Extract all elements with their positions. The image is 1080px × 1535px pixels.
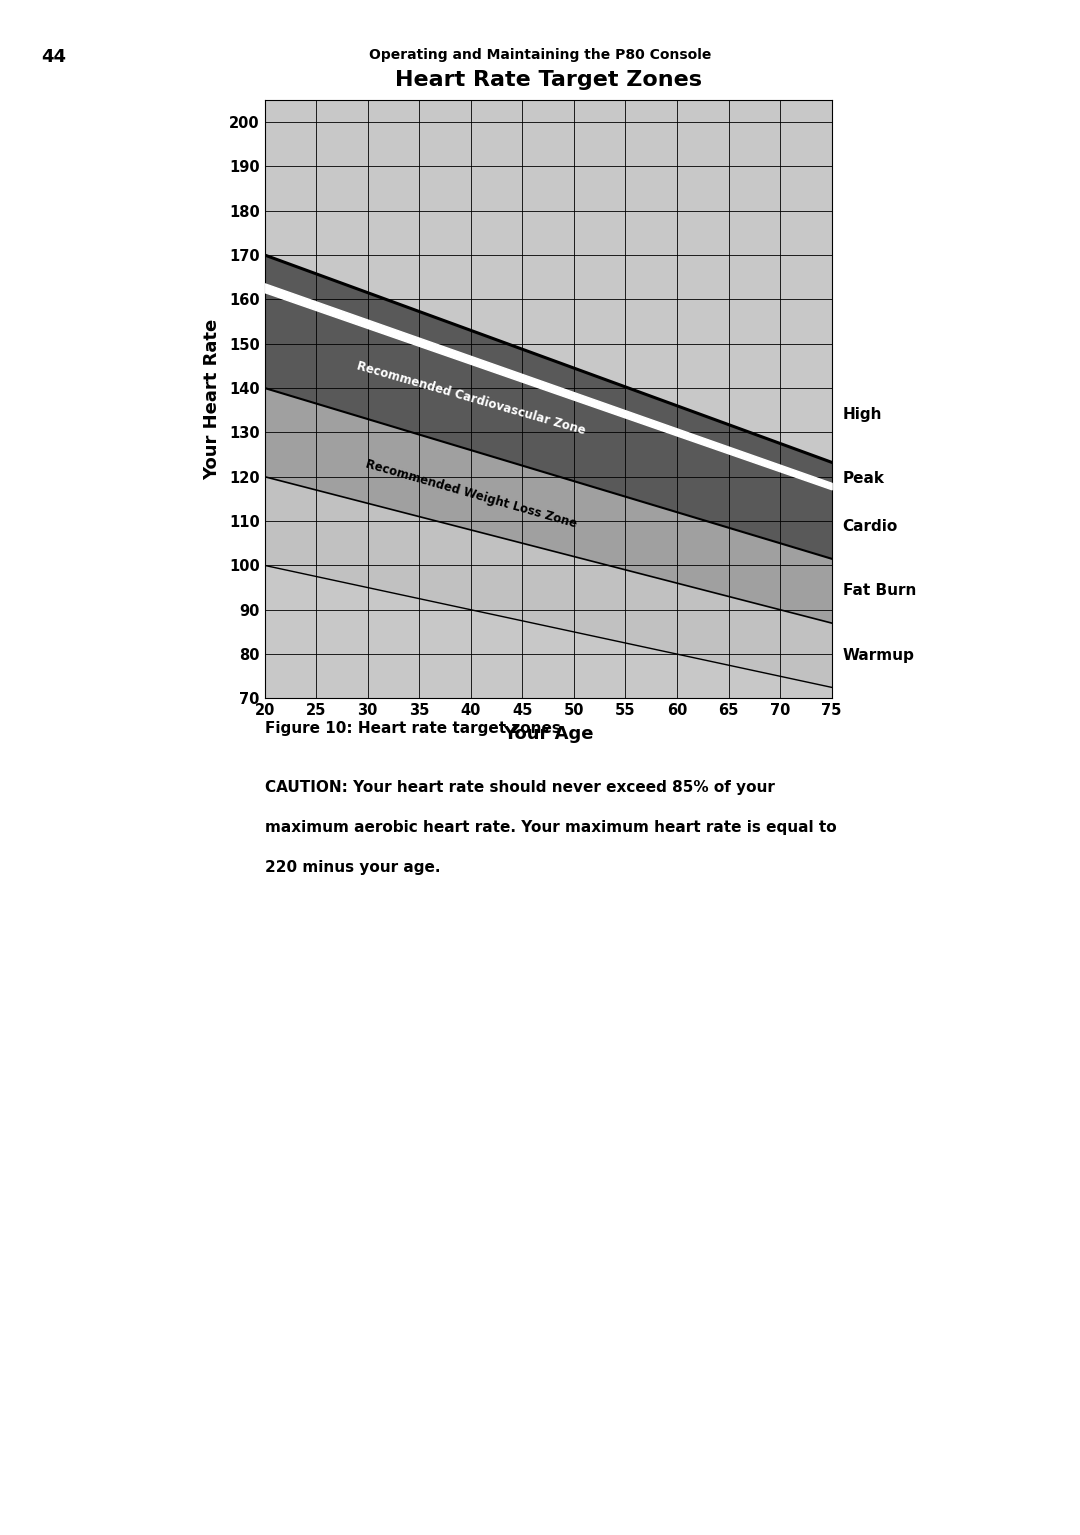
Text: Peak: Peak (842, 471, 885, 487)
Text: maximum aerobic heart rate. Your maximum heart rate is equal to: maximum aerobic heart rate. Your maximum… (265, 820, 836, 835)
Text: Figure 10: Heart rate target zones: Figure 10: Heart rate target zones (265, 721, 561, 737)
Text: Cardio: Cardio (842, 519, 897, 534)
Text: Recommended Weight Loss Zone: Recommended Weight Loss Zone (364, 457, 578, 531)
Y-axis label: Your Heart Rate: Your Heart Rate (203, 318, 220, 480)
Text: 220 minus your age.: 220 minus your age. (265, 860, 441, 875)
Title: Heart Rate Target Zones: Heart Rate Target Zones (394, 71, 702, 91)
Text: CAUTION: Your heart rate should never exceed 85% of your: CAUTION: Your heart rate should never ex… (265, 780, 774, 795)
Text: Recommended Cardiovascular Zone: Recommended Cardiovascular Zone (355, 359, 586, 437)
Text: Warmup: Warmup (842, 648, 915, 663)
X-axis label: Your Age: Your Age (503, 725, 593, 743)
Text: Fat Burn: Fat Burn (842, 583, 916, 599)
Text: Operating and Maintaining the P80 Console: Operating and Maintaining the P80 Consol… (368, 48, 712, 61)
Text: High: High (842, 407, 882, 422)
Text: 44: 44 (41, 48, 66, 66)
